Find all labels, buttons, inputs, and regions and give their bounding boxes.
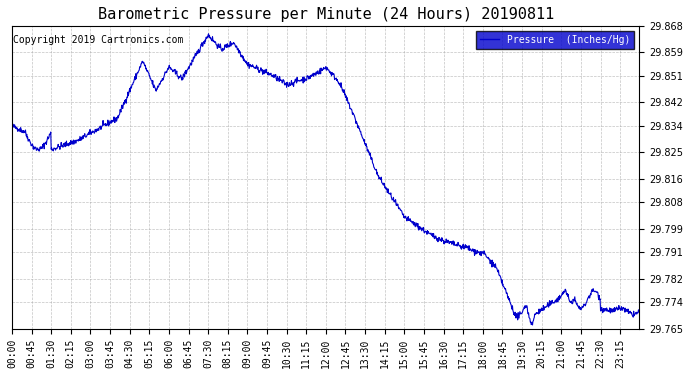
Text: Copyright 2019 Cartronics.com: Copyright 2019 Cartronics.com (12, 35, 183, 45)
Legend: Pressure  (Inches/Hg): Pressure (Inches/Hg) (476, 31, 635, 48)
Title: Barometric Pressure per Minute (24 Hours) 20190811: Barometric Pressure per Minute (24 Hours… (97, 7, 554, 22)
